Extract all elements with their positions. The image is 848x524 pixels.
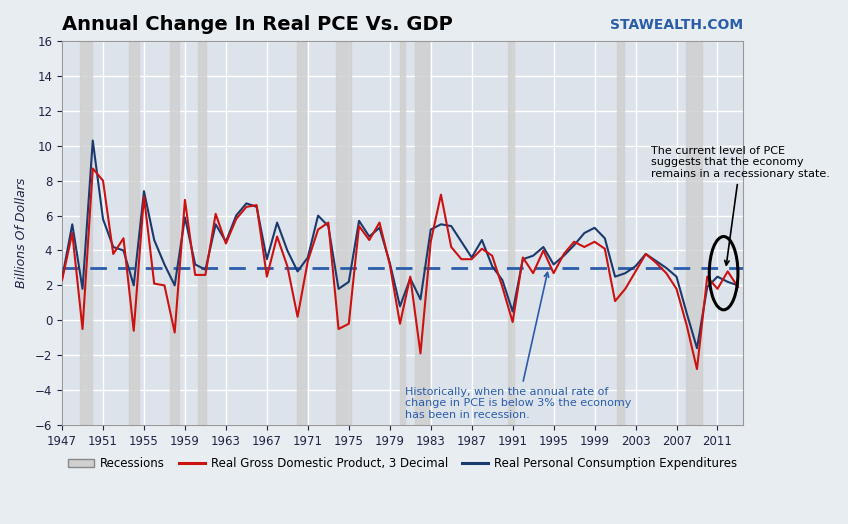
Real Personal Consumption Expenditures [343,279,354,285]
Real Personal Consumption Expenditures [375,225,385,231]
Real Gross Domestic Product, 3 Decimal [682,322,692,329]
Y-axis label: Billions Of Dollars: Billions Of Dollars [15,178,28,288]
Real Personal Consumption Expenditures [119,247,129,254]
Real Personal Consumption Expenditures [682,310,692,316]
Real Gross Domestic Product, 3 Decimal [579,244,589,250]
Bar [297,41,306,425]
Real Personal Consumption Expenditures [579,230,589,236]
Real Gross Domestic Product, 3 Decimal [375,220,385,226]
Line: Real Personal Consumption Expenditures: Real Personal Consumption Expenditures [62,140,738,348]
Real Gross Domestic Product, 3 Decimal [692,366,702,372]
Real Personal Consumption Expenditures [87,137,98,144]
Text: The current level of PCE
suggests that the economy
remains in a recessionary sta: The current level of PCE suggests that t… [651,146,830,265]
Real Gross Domestic Product, 3 Decimal [733,284,743,290]
Bar [507,41,515,425]
Real Gross Domestic Product, 3 Decimal [119,235,129,242]
Real Personal Consumption Expenditures [733,282,743,289]
Bar [416,41,429,425]
Real Personal Consumption Expenditures [149,237,159,243]
Real Personal Consumption Expenditures [692,345,702,351]
Real Gross Domestic Product, 3 Decimal [149,280,159,287]
Text: Annual Change In Real PCE Vs. GDP: Annual Change In Real PCE Vs. GDP [62,15,453,34]
Real Gross Domestic Product, 3 Decimal [57,277,67,283]
Bar [336,41,350,425]
Bar [400,41,405,425]
Real Gross Domestic Product, 3 Decimal [343,321,354,327]
Real Gross Domestic Product, 3 Decimal [87,166,98,172]
Real Personal Consumption Expenditures [57,275,67,281]
Bar [80,41,92,425]
Text: Historically, when the annual rate of
change in PCE is below 3% the economy
has : Historically, when the annual rate of ch… [405,272,632,420]
Line: Real Gross Domestic Product, 3 Decimal: Real Gross Domestic Product, 3 Decimal [62,169,738,369]
Bar [129,41,139,425]
Bar [686,41,702,425]
Bar [198,41,206,425]
Legend: Recessions, Real Gross Domestic Product, 3 Decimal, Real Personal Consumption Ex: Recessions, Real Gross Domestic Product,… [64,452,742,475]
Bar [170,41,179,425]
Bar [616,41,623,425]
Text: STAWEALTH.COM: STAWEALTH.COM [610,17,743,31]
